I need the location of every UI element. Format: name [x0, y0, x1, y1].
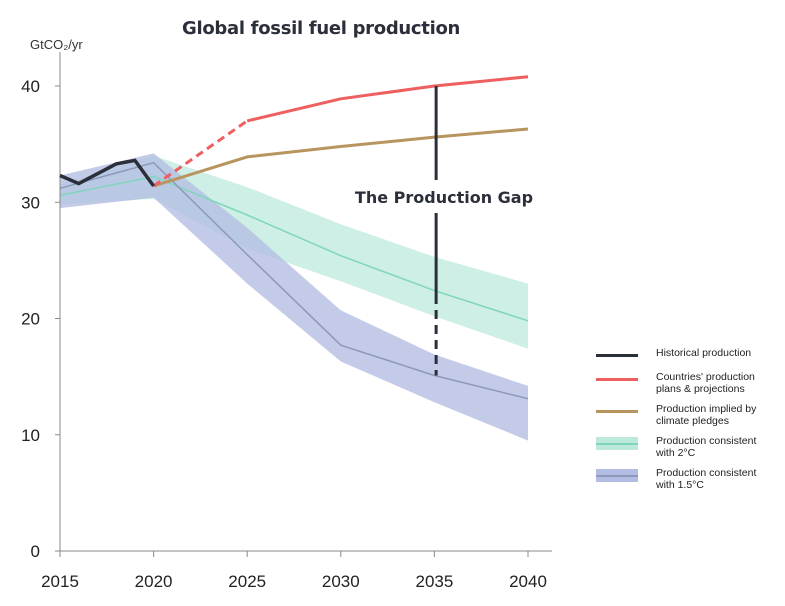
legend-item: Production consistent with 1.5°C [596, 467, 776, 491]
x-tick-label: 2020 [135, 572, 173, 591]
legend-swatch [596, 347, 638, 363]
gap-annotation-label: The Production Gap [355, 188, 533, 207]
legend-swatch [596, 435, 638, 451]
pledges-line [153, 127, 529, 188]
x-tick-label: 2035 [415, 572, 453, 591]
legend-swatch-line [596, 443, 638, 445]
y-tick-label: 0 [31, 542, 40, 561]
x-tick-label: 2015 [41, 572, 79, 591]
y-axis-unit-label: GtCO₂/yr [30, 37, 83, 52]
plans-line-dashed [152, 119, 249, 188]
legend-label: Countries' production plans & projection… [656, 371, 755, 395]
median-line-2c [59, 175, 529, 322]
y-tick-label: 40 [21, 77, 40, 96]
chart-title: Global fossil fuel production [182, 18, 461, 39]
legend-swatch-line [596, 378, 638, 381]
legend-item: Historical production [596, 347, 776, 363]
legend-item: Production implied by climate pledges [596, 403, 776, 427]
plans-line [246, 75, 529, 123]
legend-swatch [596, 371, 638, 387]
legend-swatch [596, 467, 638, 483]
y-tick-label: 10 [21, 426, 40, 445]
y-tick-label: 30 [21, 193, 40, 212]
x-tick-label: 2030 [322, 572, 360, 591]
x-tick-label: 2040 [509, 572, 547, 591]
legend-label: Production consistent with 1.5°C [656, 467, 757, 491]
chart-legend: Historical production Countries' producti… [596, 347, 776, 499]
legend-swatch-line [596, 410, 638, 413]
range-band-1-5c [60, 153, 528, 441]
legend-label: Production implied by climate pledges [656, 403, 757, 427]
historical-line [59, 158, 156, 188]
legend-swatch-line [596, 475, 638, 477]
legend-item: Countries' production plans & projection… [596, 371, 776, 395]
x-tick-label: 2025 [228, 572, 266, 591]
legend-item: Production consistent with 2°C [596, 435, 776, 459]
y-tick-label: 20 [21, 310, 40, 329]
legend-label: Historical production [656, 347, 752, 359]
legend-swatch-line [596, 354, 638, 357]
legend-swatch [596, 403, 638, 419]
legend-label: Production consistent with 2°C [656, 435, 757, 459]
